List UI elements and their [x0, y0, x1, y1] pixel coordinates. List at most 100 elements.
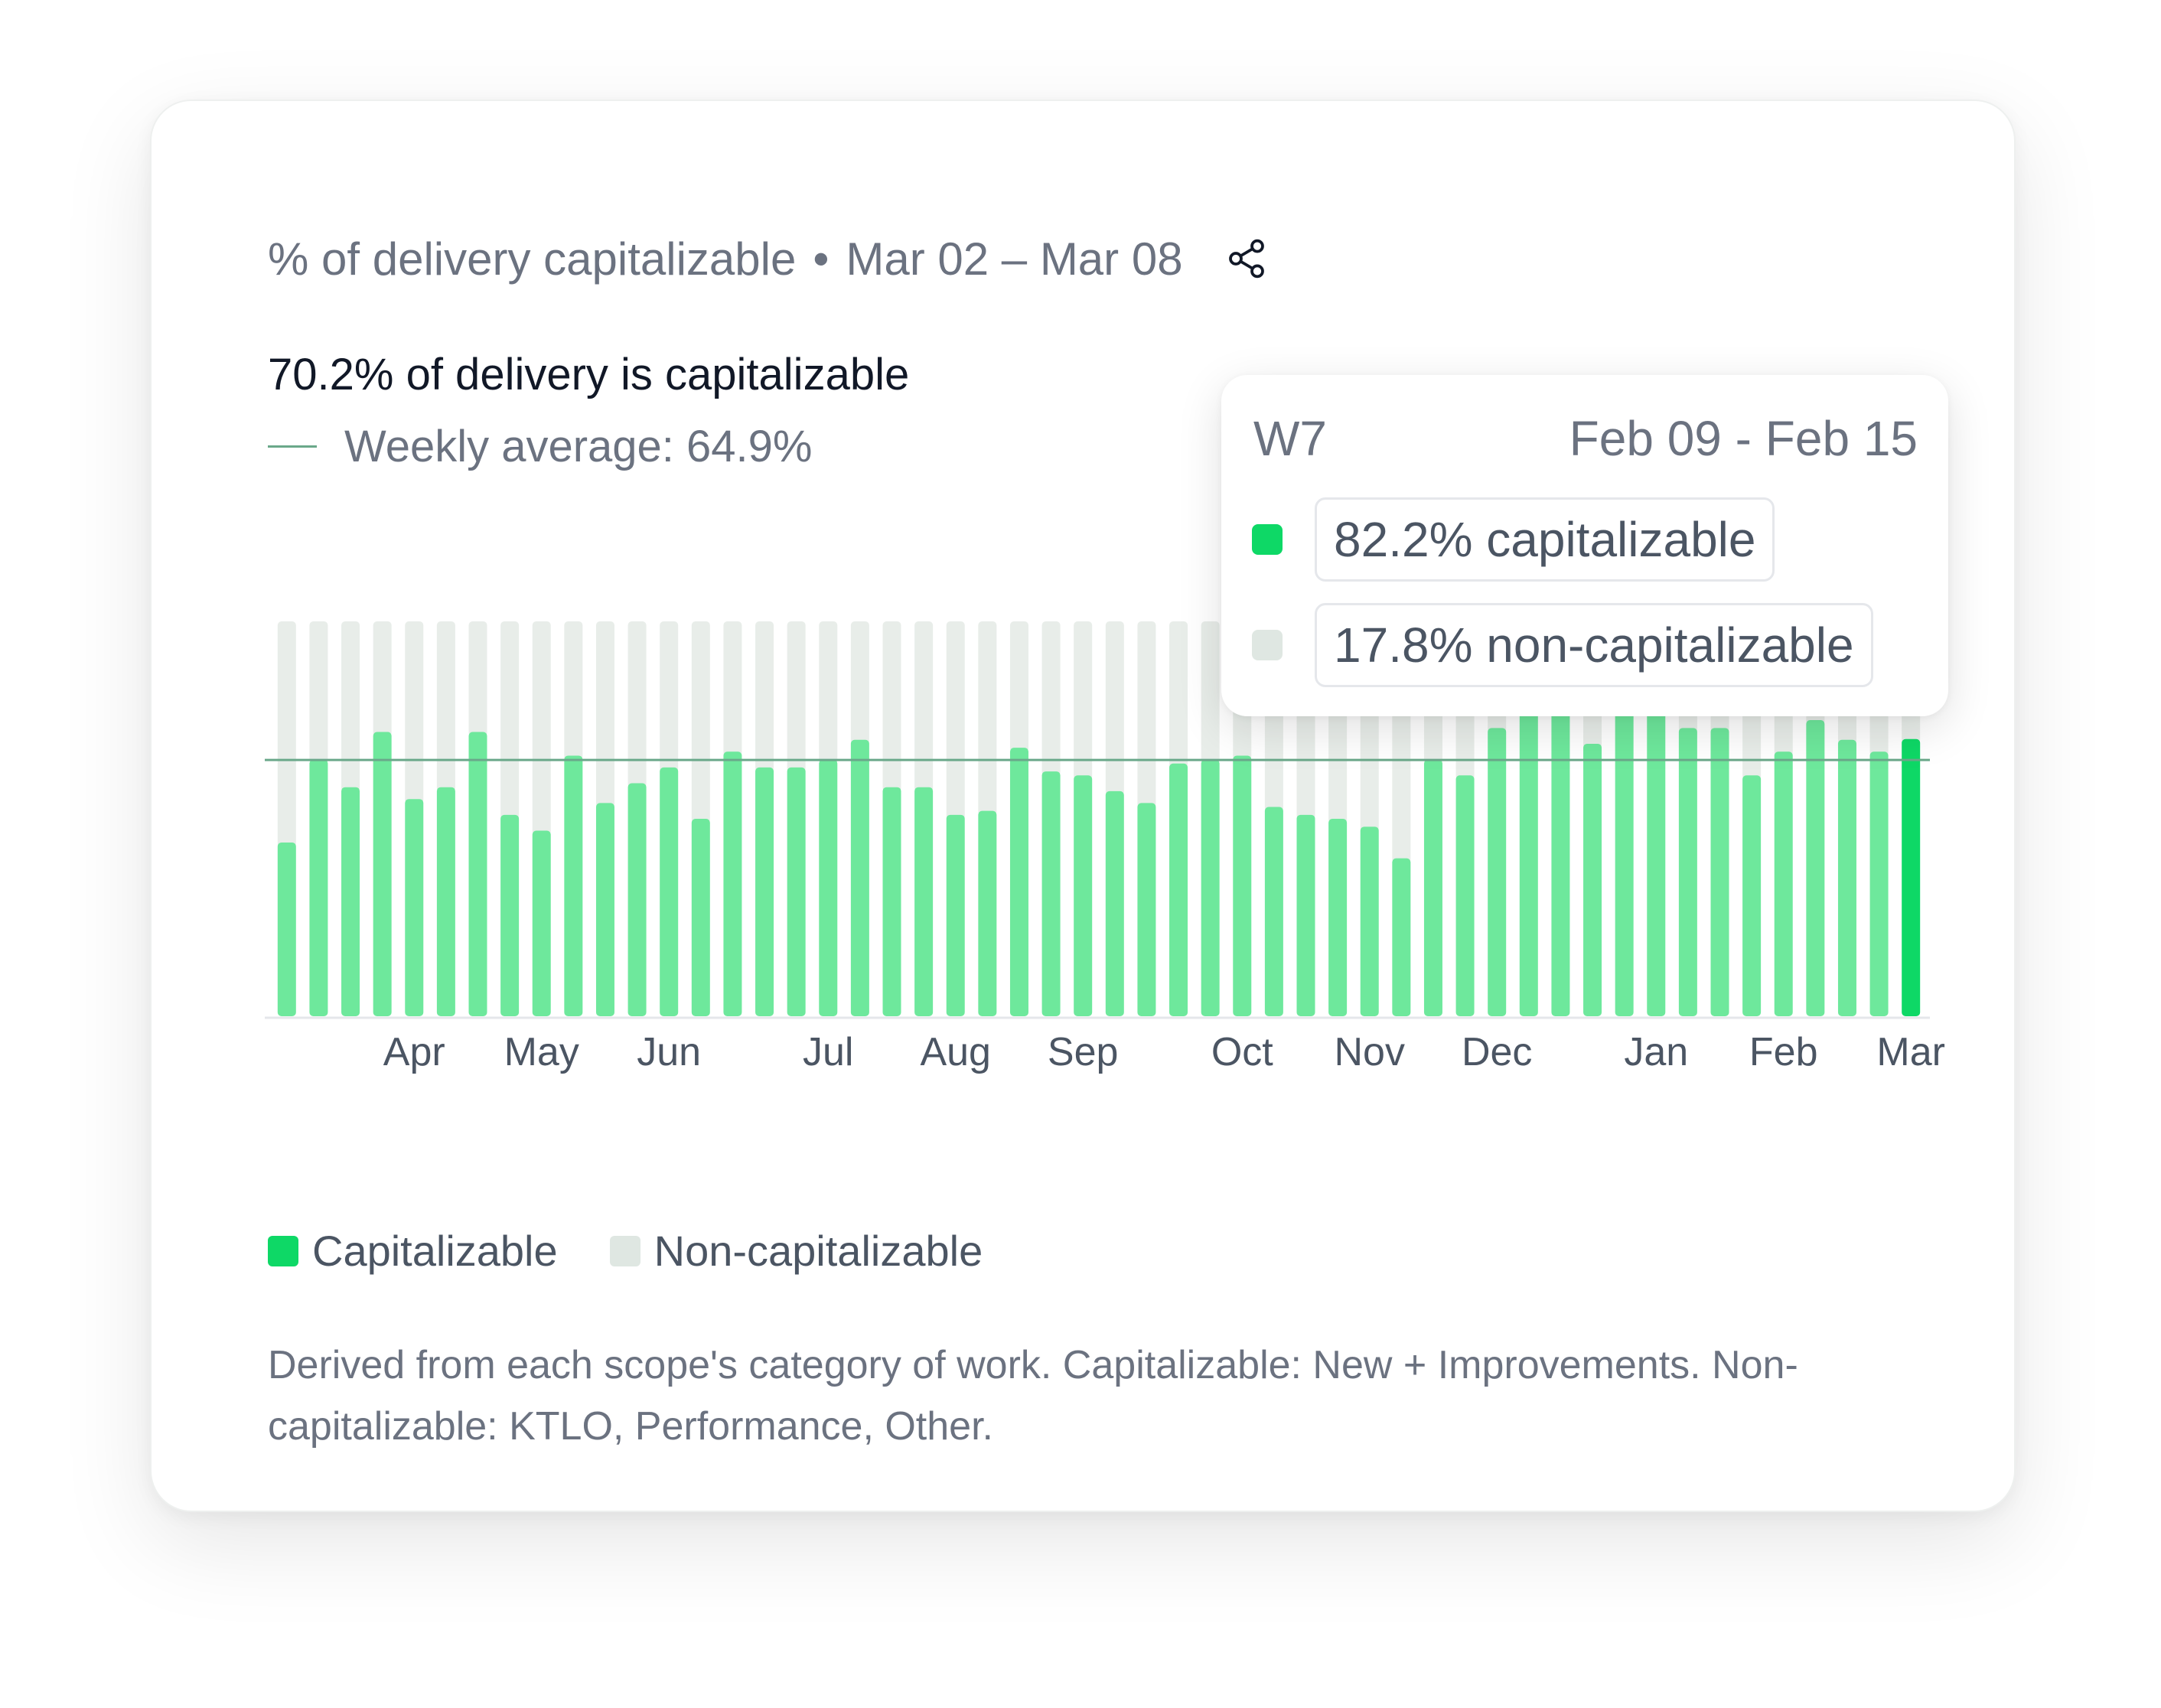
bar-capitalizable[interactable]	[373, 732, 392, 1016]
bar-capitalizable[interactable]	[1296, 814, 1315, 1016]
bar-capitalizable[interactable]	[1615, 684, 1634, 1016]
legend-swatch-non-capitalizable	[609, 1235, 640, 1266]
bar-non-capitalizable[interactable]	[1137, 621, 1156, 808]
bar-capitalizable[interactable]	[468, 732, 487, 1016]
period-range: Mar 02 – Mar 08	[846, 233, 1183, 285]
bar-non-capitalizable[interactable]	[564, 621, 583, 761]
bar-non-capitalizable[interactable]	[787, 621, 806, 772]
bar-capitalizable[interactable]	[1423, 759, 1442, 1016]
bar-capitalizable[interactable]	[1169, 763, 1188, 1016]
bar-non-capitalizable[interactable]	[627, 621, 647, 788]
bar-non-capitalizable[interactable]	[882, 621, 901, 792]
tooltip-week: W7	[1253, 411, 1327, 466]
bar-non-capitalizable[interactable]	[850, 621, 869, 745]
average-label: Weekly average: 64.9%	[344, 422, 813, 471]
bar-non-capitalizable[interactable]	[819, 621, 838, 764]
bar-capitalizable[interactable]	[595, 803, 614, 1016]
bar-non-capitalizable[interactable]	[1041, 621, 1061, 777]
bar-capitalizable[interactable]	[1201, 759, 1220, 1016]
bar-capitalizable[interactable]	[1264, 807, 1283, 1016]
tooltip-range: Feb 09 - Feb 15	[1569, 411, 1918, 466]
bar-non-capitalizable[interactable]	[914, 621, 934, 792]
tooltip-row-capitalizable: 82.2% capitalizable	[1252, 497, 1775, 582]
bar-non-capitalizable[interactable]	[1201, 621, 1220, 764]
bar-capitalizable[interactable]	[1551, 676, 1570, 1016]
bar-non-capitalizable[interactable]	[723, 621, 742, 757]
bar-non-capitalizable[interactable]	[946, 621, 965, 820]
bar-non-capitalizable[interactable]	[468, 621, 487, 737]
bar-capitalizable[interactable]	[405, 799, 424, 1016]
bar-capitalizable[interactable]	[1774, 751, 1793, 1016]
bar-capitalizable[interactable]	[1869, 751, 1889, 1016]
bar-capitalizable[interactable]	[946, 814, 965, 1016]
bar-capitalizable[interactable]	[277, 842, 296, 1016]
bar-non-capitalizable[interactable]	[1105, 621, 1124, 796]
bar-capitalizable[interactable]	[914, 787, 934, 1016]
share-icon[interactable]	[1221, 233, 1272, 284]
bar-capitalizable[interactable]	[882, 787, 901, 1016]
capitalization-bar-chart: Apr May Jun Jul Aug Sep Oct Nov Dec Jan Feb Mar	[265, 621, 1945, 1074]
bar-capitalizable[interactable]	[978, 810, 997, 1016]
bar-capitalizable[interactable]	[309, 759, 328, 1016]
bar-capitalizable[interactable]	[1392, 858, 1411, 1016]
bar-capitalizable[interactable]	[819, 759, 838, 1016]
bar-capitalizable[interactable]	[1041, 771, 1061, 1016]
bar-capitalizable[interactable]	[1742, 775, 1762, 1016]
x-tick-label: Jun	[637, 1030, 701, 1074]
bar-capitalizable[interactable]	[691, 819, 710, 1016]
bar-capitalizable[interactable]	[1137, 803, 1156, 1016]
bar-capitalizable[interactable]	[1710, 728, 1729, 1016]
bar-capitalizable[interactable]	[627, 783, 647, 1016]
bar-non-capitalizable[interactable]	[341, 621, 360, 792]
bar-non-capitalizable[interactable]	[500, 621, 520, 820]
legend-swatch-capitalizable	[268, 1235, 298, 1266]
bar-capitalizable[interactable]	[1678, 728, 1697, 1016]
bar-capitalizable[interactable]	[755, 767, 774, 1016]
bar-capitalizable[interactable]	[1837, 739, 1856, 1016]
bar-capitalizable[interactable]	[1105, 790, 1124, 1016]
bar-capitalizable[interactable]	[1806, 720, 1825, 1016]
bar-capitalizable-current[interactable]	[1902, 738, 1921, 1016]
legend-item-non-capitalizable[interactable]: Non-capitalizable	[609, 1226, 983, 1276]
bar-capitalizable[interactable]	[1009, 748, 1028, 1016]
bar-non-capitalizable[interactable]	[978, 621, 997, 816]
bar-capitalizable[interactable]	[500, 814, 520, 1016]
legend-label-non-capitalizable: Non-capitalizable	[654, 1227, 983, 1275]
bar-capitalizable[interactable]	[532, 830, 551, 1016]
bar-capitalizable[interactable]	[1233, 755, 1252, 1016]
bar-non-capitalizable[interactable]	[1009, 621, 1028, 753]
bar-non-capitalizable[interactable]	[691, 621, 710, 823]
bar-capitalizable[interactable]	[723, 751, 742, 1016]
bar-non-capitalizable[interactable]	[595, 621, 614, 808]
bar-non-capitalizable[interactable]	[405, 621, 424, 804]
bar-capitalizable[interactable]	[1647, 692, 1666, 1016]
bar-capitalizable[interactable]	[1328, 819, 1348, 1016]
bar-capitalizable[interactable]	[1519, 692, 1538, 1016]
bar-capitalizable[interactable]	[564, 755, 583, 1016]
bar-non-capitalizable[interactable]	[1169, 621, 1188, 768]
bar-non-capitalizable[interactable]	[277, 621, 296, 847]
bar-capitalizable[interactable]	[787, 767, 806, 1016]
metric-title: % of delivery capitalizable	[268, 233, 797, 285]
bar-capitalizable[interactable]	[1583, 743, 1602, 1016]
bar-capitalizable[interactable]	[850, 739, 869, 1016]
bar-capitalizable[interactable]	[660, 767, 679, 1016]
bar-capitalizable[interactable]	[1455, 775, 1475, 1016]
bar-non-capitalizable[interactable]	[373, 621, 392, 737]
bar-non-capitalizable[interactable]	[532, 621, 551, 836]
bar-non-capitalizable[interactable]	[309, 621, 328, 764]
bar-non-capitalizable[interactable]	[1074, 621, 1093, 781]
bar-capitalizable[interactable]	[341, 787, 360, 1016]
bar-non-capitalizable[interactable]	[660, 621, 679, 772]
bar-capitalizable[interactable]	[436, 787, 455, 1016]
tooltip-value-non-capitalizable: 17.8% non-capitalizable	[1315, 603, 1873, 687]
average-line-swatch	[268, 445, 317, 448]
bar-capitalizable[interactable]	[1074, 775, 1093, 1016]
bar-capitalizable[interactable]	[1360, 826, 1379, 1016]
bar-capitalizable[interactable]	[1488, 728, 1507, 1016]
bar-non-capitalizable[interactable]	[755, 621, 774, 772]
bar-non-capitalizable[interactable]	[436, 621, 455, 792]
legend-item-capitalizable[interactable]: Capitalizable	[268, 1226, 558, 1276]
legend-label-capitalizable: Capitalizable	[312, 1227, 558, 1275]
